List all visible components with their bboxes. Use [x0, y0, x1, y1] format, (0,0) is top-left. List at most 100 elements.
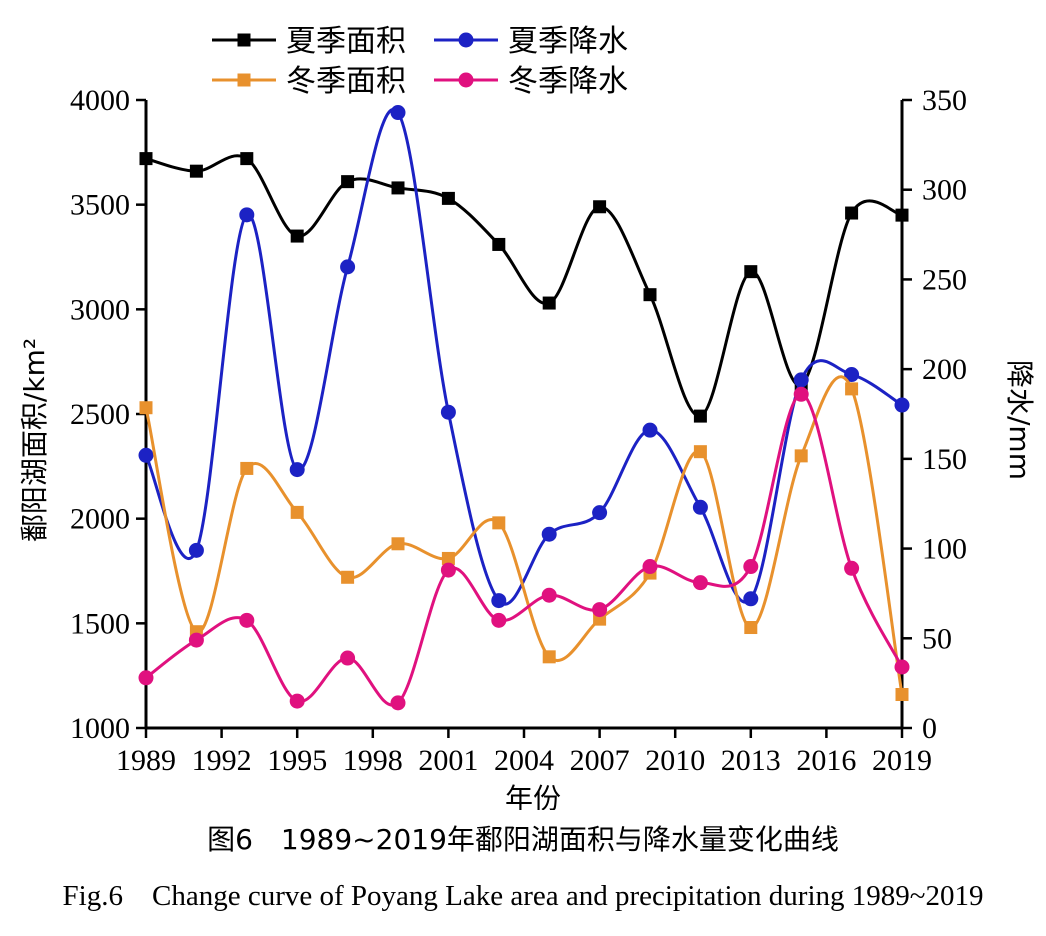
data-point-circle [642, 559, 658, 575]
data-point-square [290, 505, 304, 519]
legend-item: 冬季面积 [212, 64, 406, 99]
x-axis-tick-label: 1995 [267, 744, 327, 777]
data-point-square [845, 206, 859, 220]
right-axis-tick-label: 300 [922, 174, 967, 207]
data-point-circle [390, 695, 406, 711]
data-point-circle [440, 404, 456, 420]
data-point-square [441, 191, 455, 205]
data-point-circle [340, 259, 356, 275]
left-axis-tick-label: 1500 [70, 607, 130, 640]
x-axis-tick-label: 2016 [796, 744, 856, 777]
data-point-square [593, 200, 607, 214]
left-axis-tick-label: 3000 [70, 293, 130, 326]
left-axis: 1000 1500 2000 2500 3000 3500 4000 [70, 84, 146, 745]
left-axis-tick-label: 1000 [70, 712, 130, 745]
x-axis-tick-label: 1989 [116, 744, 176, 777]
data-point-square [794, 449, 808, 463]
data-point-circle [844, 367, 860, 383]
data-point-square [139, 152, 153, 166]
data-point-square [391, 537, 405, 551]
series-4 [138, 386, 910, 711]
figure-caption-cn: 图6 1989~2019年鄱阳湖面积与降水量变化曲线 [207, 823, 839, 856]
legend-label: 夏季降水 [508, 24, 628, 59]
x-axis-label: 年份 [505, 782, 561, 810]
data-point-square [744, 265, 758, 279]
data-point-circle [289, 693, 305, 709]
data-point-square [341, 570, 355, 584]
data-point-circle [138, 447, 154, 463]
data-point-circle [188, 542, 204, 558]
legend-marker-circle [458, 72, 474, 88]
data-point-square [895, 688, 909, 702]
right-axis-tick-label: 0 [922, 712, 937, 745]
series-line [145, 392, 904, 707]
series-1 [139, 152, 909, 423]
data-point-square [240, 152, 254, 166]
data-point-circle [188, 632, 204, 648]
data-point-circle [491, 593, 507, 609]
data-point-circle [894, 659, 910, 675]
legend-marker-square [237, 33, 251, 47]
data-point-circle [592, 505, 608, 521]
legend-item: 冬季降水 [434, 64, 628, 99]
right-axis-tick-label: 50 [922, 622, 952, 655]
data-point-square [492, 237, 506, 251]
data-point-circle [239, 612, 255, 628]
figure-caption-en: Fig.6 Change curve of Poyang Lake area a… [62, 880, 984, 912]
x-axis-tick-label: 2019 [872, 744, 932, 777]
data-point-circle [844, 560, 860, 576]
data-point-circle [138, 670, 154, 686]
data-point-square [845, 382, 859, 396]
data-point-circle [340, 650, 356, 666]
x-axis-tick-label: 2001 [418, 744, 478, 777]
right-axis: 0 50 100 150 200 250 300 350 [902, 84, 967, 745]
right-axis-tick-label: 200 [922, 353, 967, 386]
data-point-circle [592, 602, 608, 618]
x-axis-tick-label: 2010 [645, 744, 705, 777]
data-point-circle [743, 559, 759, 575]
series-line [144, 108, 903, 606]
data-point-square [290, 229, 304, 243]
series-3 [139, 375, 909, 702]
data-point-square [643, 288, 657, 302]
right-axis-tick-label: 100 [922, 533, 967, 566]
legend-label: 冬季面积 [286, 64, 406, 99]
right-axis-tick-label: 150 [922, 443, 967, 476]
data-point-square [441, 551, 455, 565]
data-point-circle [289, 462, 305, 478]
data-point-square [391, 181, 405, 195]
data-point-square [240, 461, 254, 475]
data-point-square [492, 516, 506, 530]
data-point-circle [440, 562, 456, 578]
data-point-circle [894, 397, 910, 413]
x-axis-tick-label: 1992 [192, 744, 252, 777]
data-point-circle [491, 612, 507, 628]
data-point-circle [642, 422, 658, 438]
data-point-square [693, 409, 707, 423]
legend-item: 夏季降水 [434, 24, 628, 59]
right-axis-tick-label: 250 [922, 263, 967, 296]
left-axis-tick-label: 2500 [70, 398, 130, 431]
data-point-square [542, 296, 556, 310]
left-axis-tick-label: 3500 [70, 189, 130, 222]
data-point-square [693, 445, 707, 459]
data-point-square [744, 621, 758, 635]
legend-marker-square [237, 73, 251, 87]
series-line [145, 154, 903, 418]
series-2 [138, 105, 910, 609]
legend-label: 冬季降水 [508, 64, 628, 99]
data-point-circle [793, 386, 809, 402]
data-point-circle [692, 575, 708, 591]
x-axis-tick-label: 2004 [494, 744, 554, 777]
data-point-circle [692, 499, 708, 515]
data-point-square [341, 175, 355, 189]
x-axis: 1989 1992 1995 1998 2001 2004 2007 2010 2013 2016… [116, 728, 932, 777]
data-point-square [542, 650, 556, 664]
right-axis-label: 降水/mm [1003, 360, 1036, 480]
data-point-square [189, 164, 203, 178]
left-axis-label: 鄱阳湖面积/km² [18, 338, 51, 542]
data-point-circle [390, 105, 406, 121]
data-point-circle [793, 372, 809, 388]
x-axis-tick-label: 2007 [570, 744, 630, 777]
